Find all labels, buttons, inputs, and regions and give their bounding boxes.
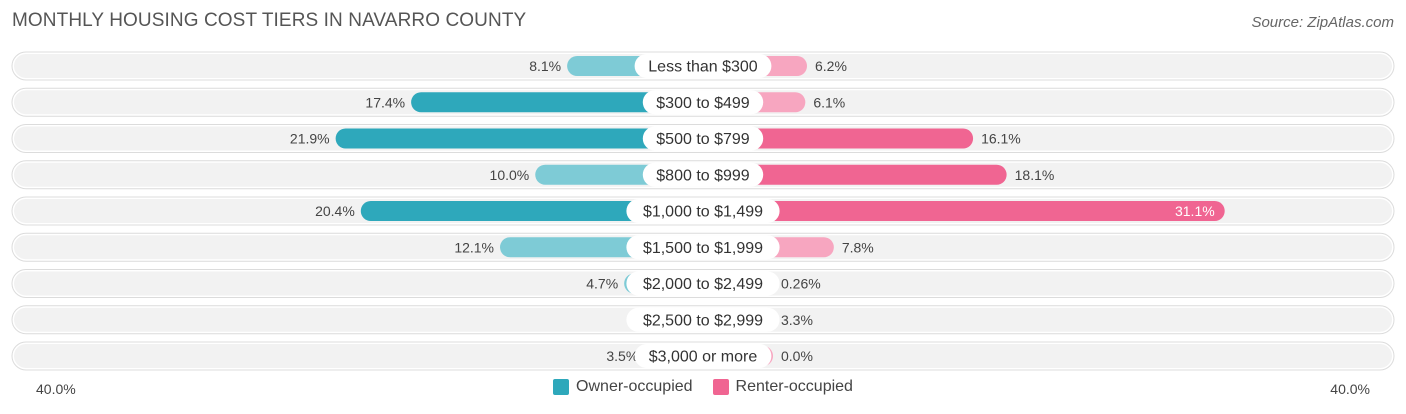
renter-value-label: 7.8% [842,239,874,255]
renter-bar [693,201,1225,221]
owner-bar [335,128,713,149]
category-label-pill [626,307,780,332]
category-label-pill [626,271,780,296]
renter-value-label: 31.1% [1175,203,1215,219]
category-label-pill [642,162,764,187]
owner-value-label: 21.9% [290,131,330,147]
legend-swatch-owner [553,379,570,395]
legend-item-owner: Owner-occupied [553,378,693,396]
renter-bar [693,128,974,149]
axis-label-left: 40.0% [36,381,76,397]
category-label: $800 to $999 [656,167,750,184]
category-label-pill [626,235,780,260]
category-label: $3,000 or more [649,349,758,366]
owner-value-label: 17.4% [365,94,405,110]
legend-swatch-renter [712,379,729,395]
source-note: Source: ZipAtlas.com [1251,14,1394,31]
renter-value-label: 0.26% [781,276,821,292]
legend-label-renter: Renter-occupied [735,378,853,395]
category-label-pill [642,126,764,151]
category-label: $1,000 to $1,499 [643,204,763,221]
category-label: Less than $300 [648,59,758,76]
legend: Owner-occupied Renter-occupied [0,378,1406,396]
renter-value-label: 6.1% [813,94,845,110]
renter-value-label: 3.3% [781,312,813,328]
owner-value-label: 20.4% [315,203,355,219]
chart-title: MONTHLY HOUSING COST TIERS IN NAVARRO CO… [12,10,527,31]
renter-value-label: 18.1% [1015,167,1055,183]
owner-value-label: 10.0% [490,167,530,183]
renter-value-label: 16.1% [981,131,1021,147]
category-label-pill [626,199,780,223]
owner-bar [360,201,713,221]
category-label: $300 to $499 [656,95,750,112]
renter-bar [693,164,1007,185]
category-label-pill [634,344,772,368]
renter-value-label: 0.0% [781,348,813,364]
category-label-pill [634,54,772,78]
category-label: $500 to $799 [656,131,750,148]
owner-value-label: 4.7% [586,276,618,292]
owner-value-label: 3.5% [606,348,638,364]
owner-value-label: 12.1% [454,239,494,255]
legend-label-owner: Owner-occupied [576,378,693,395]
category-label-pill [642,90,764,115]
category-label: $2,500 to $2,999 [643,312,763,329]
owner-bar [411,92,713,113]
category-label: $2,000 to $2,499 [643,276,763,293]
owner-value-label: 8.1% [529,58,561,74]
legend-item-renter: Renter-occupied [712,378,853,396]
renter-value-label: 6.2% [815,58,847,74]
axis-label-right: 40.0% [1330,381,1370,397]
category-label: $1,500 to $1,999 [643,240,763,257]
